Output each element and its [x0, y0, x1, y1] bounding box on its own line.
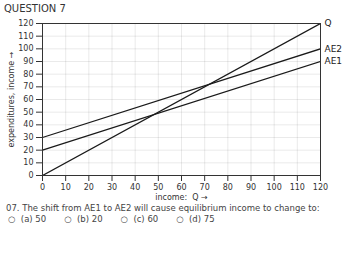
- svg-text:100: 100: [267, 183, 282, 192]
- svg-text:100: 100: [18, 44, 33, 53]
- svg-text:90: 90: [246, 183, 256, 192]
- svg-text:40: 40: [130, 183, 140, 192]
- html-text:QUESTION 7: QUESTION 7: [4, 3, 66, 14]
- svg-text:30: 30: [107, 183, 117, 192]
- svg-text:70: 70: [200, 183, 210, 192]
- html-text:○ (d) 75: ○ (d) 75: [176, 214, 215, 224]
- svg-text:20: 20: [23, 146, 33, 155]
- svg-text:income: Q →: income: Q →: [155, 193, 208, 202]
- svg-text:120: 120: [18, 19, 33, 28]
- html-text:07. The shift from AE1 to AE2: 07. The shift from AE1 to AE2 will cause…: [6, 203, 320, 213]
- svg-text:80: 80: [23, 70, 33, 79]
- svg-text:70: 70: [23, 82, 33, 91]
- svg-text:80: 80: [223, 183, 233, 192]
- html-text:○ (c) 60: ○ (c) 60: [120, 214, 159, 224]
- svg-text:110: 110: [290, 183, 305, 192]
- svg-text:60: 60: [176, 183, 186, 192]
- svg-text:Q: Q: [325, 18, 332, 28]
- svg-text:30: 30: [23, 133, 33, 142]
- html-text:○ (b) 20: ○ (b) 20: [64, 214, 103, 224]
- svg-text:50: 50: [153, 183, 163, 192]
- svg-text:10: 10: [61, 183, 71, 192]
- svg-text:120: 120: [313, 183, 328, 192]
- svg-text:AE2: AE2: [325, 44, 343, 54]
- svg-text:10: 10: [23, 158, 33, 167]
- svg-text:60: 60: [23, 95, 33, 104]
- svg-text:50: 50: [23, 108, 33, 117]
- svg-text:40: 40: [23, 120, 33, 129]
- svg-text:0: 0: [28, 171, 33, 180]
- html-text:○ (a) 50: ○ (a) 50: [8, 214, 47, 224]
- svg-text:expenditures, income →: expenditures, income →: [7, 51, 16, 147]
- svg-text:0: 0: [40, 183, 45, 192]
- svg-text:20: 20: [84, 183, 94, 192]
- svg-text:90: 90: [23, 57, 33, 66]
- svg-text:AE1: AE1: [325, 56, 343, 66]
- svg-text:110: 110: [18, 32, 33, 41]
